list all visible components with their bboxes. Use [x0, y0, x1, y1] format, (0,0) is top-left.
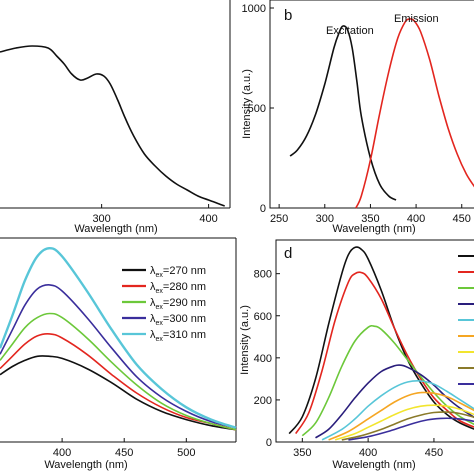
panel-c: 400 450 500 λex=270 nm λex=280 nm λex=290 nm… [0, 237, 237, 471]
panel-d-legend [458, 255, 474, 385]
panel-d-y-tick-label: 400 [254, 353, 272, 365]
panel-d-series-line [301, 324, 474, 437]
panel-d-series-line [341, 411, 474, 441]
panel-d-x-label: Wavelength (nm) [332, 459, 415, 471]
panel-d: 350 400 450 0 200 400 600 800 d Wavelength (nm)… [239, 239, 474, 471]
panel-c-legend-label: λex=280 nm [150, 281, 206, 295]
panel-c-x-label: Wavelength (nm) [44, 459, 127, 471]
panel-c-series-line [0, 333, 237, 431]
panel-c-legend-label: λex=290 nm [150, 297, 206, 311]
panel-b-y-tick-label: 1000 [242, 3, 266, 15]
panel-c-series-line [0, 246, 237, 429]
panel-a-x-label: Wavelength (nm) [74, 223, 157, 235]
panel-c-x-tick-label: 400 [53, 447, 71, 459]
panel-b-excitation-line [289, 25, 397, 201]
panel-b-x-tick-label: 400 [407, 213, 425, 225]
panel-a: 300 400 Wavelength (nm) [0, 0, 231, 235]
panel-a-x-tick-label: 400 [199, 213, 217, 225]
panel-a-x-tick-label: 300 [92, 213, 110, 225]
panel-d-series-line [321, 380, 474, 441]
panel-c-legend-label: λex=270 nm [150, 265, 206, 279]
panel-d-x-tick-label: 450 [425, 447, 443, 459]
panel-b-x-tick-label: 250 [270, 213, 288, 225]
panel-c-legend-label: λex=310 nm [150, 329, 206, 343]
panel-b-x-tick-label: 300 [316, 213, 334, 225]
panel-d-frame [275, 239, 474, 443]
panel-c-series-line [0, 312, 237, 431]
panel-c-series-line [0, 284, 237, 429]
panel-c-legend: λex=270 nm λex=280 nm λex=290 nm λex=300 nm… [122, 265, 206, 343]
panel-d-y-tick-label: 200 [254, 395, 272, 407]
panel-b-emission-label: Emission [394, 13, 439, 25]
panel-d-x-tick-label: 350 [293, 447, 311, 459]
panel-b-emission-line [355, 18, 474, 209]
panel-a-series-line [0, 45, 225, 207]
panel-b-x-tick-label: 350 [361, 213, 379, 225]
panel-c-x-tick-label: 450 [115, 447, 133, 459]
panel-b-y-tick-label: 0 [260, 203, 266, 215]
panel-b-frame [269, 0, 474, 209]
panel-b-y-label: Intensity (a.u.) [241, 69, 253, 139]
panel-d-y-tick-label: 800 [254, 269, 272, 281]
panel-d-y-label: Intensity (a.u.) [239, 305, 251, 375]
panel-b-excitation-label: Excitation [326, 25, 374, 37]
panel-d-y-tick-label: 600 [254, 311, 272, 323]
panel-d-series-line [348, 417, 474, 441]
panel-d-y-tick-label: 0 [266, 437, 272, 449]
panel-c-x-tick-label: 500 [177, 447, 195, 459]
panel-d-series-line [328, 391, 474, 441]
panel-d-letter: d [284, 245, 292, 262]
panel-d-series-line [288, 246, 474, 435]
panel-d-series-line [334, 404, 474, 441]
panel-b-x-tick-label: 450 [453, 213, 471, 225]
panel-b-y-tick-label: 500 [248, 103, 266, 115]
panel-b-letter: b [284, 7, 292, 24]
panel-b-x-label: Wavelength (nm) [332, 223, 415, 235]
panel-d-x-tick-label: 400 [359, 447, 377, 459]
panel-b: 250 300 350 400 450 0 500 1000 b Excitation Emi… [241, 0, 474, 235]
panel-c-legend-label: λex=300 nm [150, 313, 206, 327]
panel-c-series-line [0, 355, 237, 431]
